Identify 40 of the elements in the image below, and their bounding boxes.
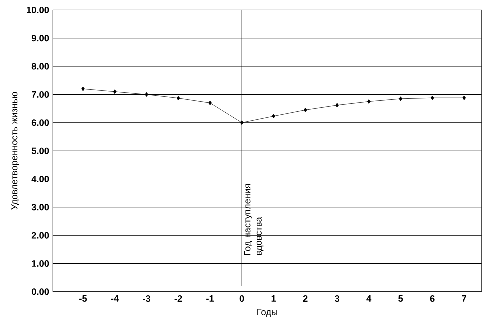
y-tick-label: 3.00	[32, 204, 50, 211]
point	[176, 96, 180, 101]
point	[399, 96, 403, 102]
x-tick-label: 1	[272, 296, 276, 302]
point	[304, 108, 308, 113]
x-tick-label: 4	[366, 296, 372, 302]
ref-line-label: Год наступления вдовства	[244, 184, 264, 256]
x-tick-label: -5	[80, 296, 88, 302]
point	[336, 103, 340, 108]
x-tick-label: 2	[303, 296, 308, 302]
point	[145, 92, 149, 98]
y-tick-label: 8.00	[32, 63, 50, 70]
y-tick-label: 0.00	[32, 288, 50, 296]
x-tick-label: 3	[334, 296, 340, 302]
x-tick-label: 6	[430, 296, 435, 302]
y-tick-label: 7.00	[32, 92, 50, 98]
x-tick-label: -1	[206, 296, 214, 302]
x-tick-label: 7	[462, 296, 467, 302]
point	[82, 86, 85, 92]
x-tick-label: -4	[111, 296, 120, 302]
x-tick-label: 5	[398, 296, 404, 302]
y-axis-title: Удовлетворенность жизнью	[11, 92, 20, 210]
point	[272, 114, 276, 119]
x-axis-title: Годы	[258, 309, 278, 318]
point	[430, 96, 434, 100]
x-tick-label: 0	[240, 296, 244, 302]
point	[367, 100, 371, 104]
y-tick-label: 10.00	[27, 7, 50, 14]
y-tick-label: 5.00	[32, 148, 50, 154]
x-tick-label: -2	[174, 296, 182, 302]
x-tick-label: -3	[143, 296, 151, 302]
y-tick-label: 2.00	[32, 232, 50, 239]
point	[113, 90, 117, 94]
y-tick-label: 4.00	[32, 176, 50, 183]
y-tick-label: 1.00	[32, 260, 50, 268]
point	[208, 101, 212, 106]
point	[240, 120, 244, 126]
point	[462, 96, 466, 100]
y-tick-label: 9.00	[32, 35, 50, 42]
y-tick-label: 6.00	[32, 120, 50, 126]
